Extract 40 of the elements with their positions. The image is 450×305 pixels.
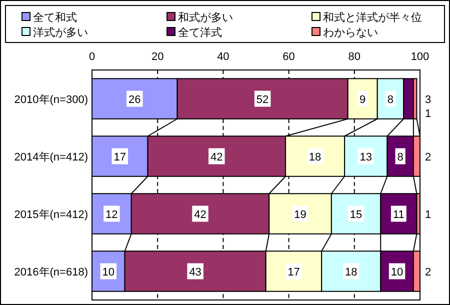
data-label: 12	[106, 208, 118, 221]
data-label: 18	[344, 266, 358, 278]
data-label: 52	[256, 94, 269, 106]
x-tick-label: 20	[151, 51, 164, 63]
data-label: 42	[210, 151, 223, 164]
legend-label: 和式と洋式が半々位	[323, 11, 422, 24]
legend-label: 洋式が多い	[33, 26, 88, 39]
data-label: 10	[102, 266, 115, 278]
x-tick-label: 0	[88, 51, 96, 63]
x-tick-label: 60	[282, 51, 295, 63]
data-label: 11	[392, 208, 404, 221]
legend-label: 全て和式	[33, 11, 77, 24]
x-tick-label: 40	[217, 51, 230, 63]
data-label: 43	[189, 266, 202, 278]
y-tick-label: 2015年(n=412)	[14, 208, 88, 221]
data-label: 3	[425, 94, 432, 106]
legend-label: 和式が多い	[178, 11, 233, 24]
data-label: 8	[397, 151, 404, 164]
data-label: 8	[387, 94, 394, 106]
data-label: 2	[425, 151, 432, 164]
data-label: 9	[360, 94, 366, 106]
data-label: 17	[114, 151, 126, 164]
data-label: 18	[308, 151, 322, 164]
data-label: 15	[350, 208, 362, 221]
data-label: 17	[288, 266, 300, 278]
x-tick-label: 100	[410, 51, 430, 63]
data-label: 10	[390, 266, 404, 278]
data-label: 1	[425, 108, 432, 120]
data-label: 42	[194, 208, 206, 221]
data-label: 19	[294, 208, 306, 221]
x-tick-label: 80	[348, 51, 361, 63]
data-label: 26	[128, 94, 141, 106]
data-label: 1	[425, 208, 432, 221]
y-tick-label: 2016年(n=618)	[14, 266, 88, 278]
data-label: 13	[360, 151, 372, 164]
legend-label: わからない	[323, 27, 378, 39]
legend-label: 全て洋式	[178, 26, 222, 39]
y-tick-label: 2014年(n=412)	[14, 151, 88, 164]
data-label: 2	[425, 266, 432, 278]
y-tick-label: 2010年(n=300)	[14, 94, 88, 106]
